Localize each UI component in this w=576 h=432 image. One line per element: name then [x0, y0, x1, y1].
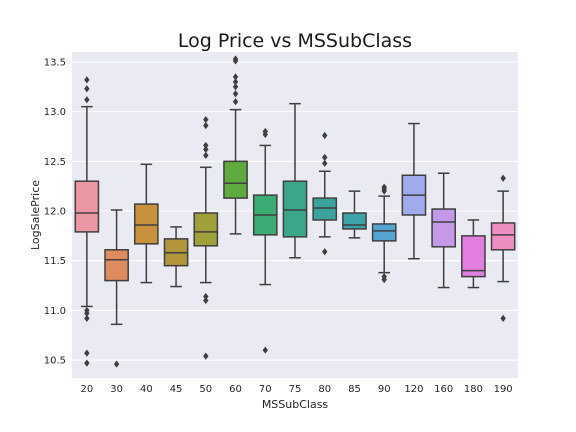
outlier-point [322, 248, 328, 256]
box-180 [461, 219, 486, 289]
outlier-point [232, 78, 239, 86]
x-tick-label: 85 [348, 384, 361, 395]
x-tick-label: 45 [170, 384, 183, 395]
outlier-point [232, 98, 239, 106]
box-120 [401, 122, 427, 260]
y-tick-label: 10.5 [44, 356, 66, 367]
outlier-point [262, 130, 268, 139]
box-iqr [104, 249, 129, 282]
outlier-point [232, 83, 239, 91]
y-tick-label: 12.0 [44, 207, 66, 218]
x-tick-label: 40 [140, 384, 153, 395]
box-iqr [490, 222, 516, 251]
box-75 [282, 102, 308, 259]
outlier-point [322, 131, 328, 140]
outlier-point [84, 85, 90, 93]
x-tick-label: 70 [259, 384, 272, 395]
outlier-point [84, 349, 90, 357]
y-tick-label: 13.0 [44, 107, 66, 118]
box-iqr [461, 235, 486, 278]
box-iqr [223, 160, 248, 199]
x-tick-labels: 20 30 40 45 50 60 70 75 80 85 90 120 160 180 190 [80, 384, 512, 395]
y-tick-label: 11.5 [44, 256, 66, 267]
box-20 [74, 76, 100, 367]
box-iqr [193, 212, 219, 247]
x-tick-label: 30 [110, 384, 123, 395]
outlier-point [322, 153, 328, 161]
outlier-point [381, 187, 387, 195]
outlier-point [203, 296, 209, 305]
outlier-point [381, 276, 387, 284]
y-tick-label: 13.5 [44, 57, 66, 68]
box-iqr [282, 180, 308, 238]
x-tick-label: 80 [318, 384, 331, 395]
box-50 [193, 115, 219, 360]
box-iqr [74, 180, 100, 233]
x-tick-label: 60 [229, 384, 242, 395]
outlier-point [84, 314, 90, 322]
y-tick-labels: 10.5 11.0 11.5 12.0 12.5 13.0 13.5 [44, 57, 66, 366]
box-160 [431, 172, 457, 289]
box-90 [371, 183, 397, 284]
box-70 [252, 127, 278, 354]
x-tick-label: 50 [199, 384, 212, 395]
outlier-point [84, 76, 90, 84]
x-tick-label: 190 [494, 384, 513, 395]
x-tick-label: 160 [434, 384, 453, 395]
outlier-point [262, 346, 268, 354]
outlier-point [84, 96, 90, 104]
box-30 [104, 209, 129, 368]
box-60 [223, 55, 248, 235]
outlier-point [203, 121, 209, 130]
x-tick-label: 20 [80, 384, 93, 395]
x-tick-label: 75 [289, 384, 302, 395]
box-190 [490, 174, 516, 322]
box-iqr [371, 223, 397, 242]
y-axis-label: LogSalePrice [29, 180, 42, 250]
x-axis-label: MSSubClass [262, 398, 329, 411]
outlier-point [113, 360, 120, 368]
outlier-point [232, 90, 239, 98]
x-tick-label: 90 [378, 384, 391, 395]
boxes [74, 55, 516, 368]
outlier-point [203, 115, 209, 124]
outlier-point [322, 159, 328, 167]
box-40 [133, 163, 159, 284]
box-iqr [342, 212, 367, 230]
x-tick-label: 180 [464, 384, 483, 395]
outlier-point [500, 314, 506, 322]
outlier-point [232, 57, 239, 65]
y-tick-label: 11.0 [44, 306, 66, 317]
box-80 [312, 131, 338, 256]
y-tick-label: 12.5 [44, 157, 66, 168]
outlier-point [203, 352, 209, 360]
x-tick-label: 120 [404, 384, 423, 395]
box-85 [342, 190, 367, 239]
outlier-point [203, 292, 209, 301]
outlier-point [232, 73, 239, 81]
outlier-point [84, 359, 90, 367]
box-iqr [431, 208, 457, 248]
outlier-point [500, 174, 506, 182]
chart-title: Log Price vs MSSubClass [178, 30, 412, 52]
box-45 [163, 226, 189, 288]
outlier-point [84, 309, 90, 317]
outlier-point [203, 141, 209, 150]
outlier-point [203, 145, 209, 154]
outlier-point [203, 151, 209, 159]
box-iqr [312, 197, 338, 221]
box-iqr [133, 203, 159, 245]
